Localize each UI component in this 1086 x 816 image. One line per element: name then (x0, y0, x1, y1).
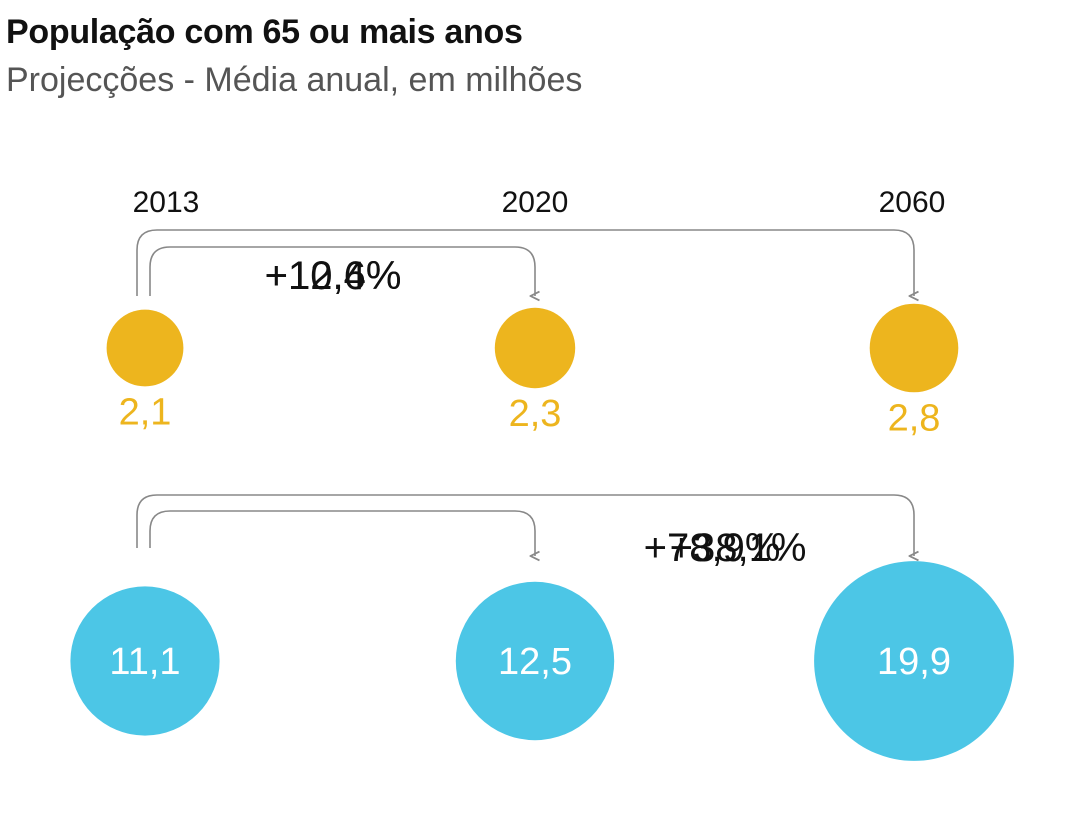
value-label-2020: 12,5 (498, 641, 572, 683)
value-label-2020: 2,3 (509, 393, 562, 435)
bubble-2013 (70, 586, 220, 736)
value-label-2013: 11,1 (109, 641, 180, 683)
change-arrow-2013-2020 (149, 246, 535, 296)
year-label-2013: 2013 (133, 186, 200, 219)
change-label-2013-2020: +10,6% (265, 254, 402, 298)
year-label-2060: 2060 (879, 186, 946, 219)
value-label-2013: 2,1 (119, 391, 172, 433)
chart-title: População com 65 ou mais anos (6, 13, 523, 51)
change-arrow-2013-2060 (136, 494, 914, 556)
change-arrow-2013-2060 (136, 229, 914, 296)
chart-subtitle: Projecções - Média anual, em milhões (6, 61, 583, 99)
bubble-2020 (455, 581, 615, 741)
bubble-2060 (869, 303, 959, 393)
change-label-2013-2060: +78,9% (644, 526, 781, 570)
change-arrow-2013-2020 (149, 510, 535, 556)
change-label-2013-2020: +12,4% (265, 254, 402, 298)
change-label-2013-2060: +38,1% (670, 526, 807, 570)
bubble-2060 (814, 561, 1014, 761)
bubble-2013 (106, 309, 184, 387)
year-label-2020: 2020 (502, 186, 569, 219)
value-label-2060: 2,8 (888, 397, 941, 439)
bubble-2020 (494, 307, 576, 389)
chart-layer: 2013 2020 2060 +10,6% +38,1% 2,1 2,3 2,8 +12,4% +… (70, 186, 1014, 761)
value-label-2060: 19,9 (877, 641, 951, 683)
